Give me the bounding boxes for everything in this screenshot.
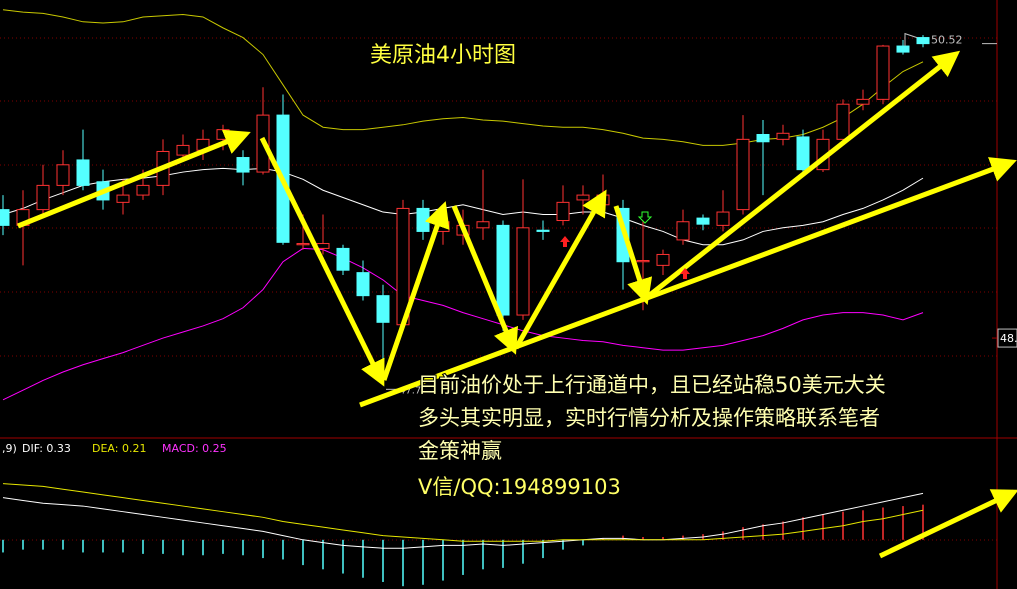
candle-body — [876, 45, 890, 100]
arrow — [513, 189, 607, 350]
arrow — [644, 50, 961, 300]
candle-body — [416, 207, 430, 232]
macd-params: ,9) — [2, 442, 17, 455]
candle-body — [136, 184, 150, 196]
candle-body — [376, 295, 390, 323]
y-tick-box — [997, 328, 1017, 348]
candle-body — [216, 129, 230, 140]
arrow — [359, 157, 1017, 408]
candle-body — [736, 138, 750, 211]
candle-body — [556, 201, 570, 222]
macd-line — [2, 492, 924, 549]
candle-body — [336, 247, 350, 271]
candle-body — [856, 98, 870, 105]
sell-signal — [637, 211, 653, 224]
candle-body — [836, 103, 850, 140]
candle-body — [796, 136, 810, 171]
candle-body — [516, 227, 530, 316]
last-price-label: 50.52 — [931, 34, 963, 47]
candle-body — [316, 243, 330, 249]
annotation-arrows — [17, 50, 1017, 559]
candle-body — [676, 221, 690, 241]
candle-body — [656, 253, 670, 266]
buy-signal — [560, 236, 570, 247]
annotation: V信/QQ:194899103 — [418, 475, 621, 499]
legend-label: MACD: 0.25 — [162, 442, 227, 455]
candle-body — [36, 184, 50, 211]
candle-body — [536, 229, 550, 232]
legend-label: DEA: 0.21 — [92, 442, 146, 455]
candle-body — [476, 221, 490, 229]
y-tick-label: 48. — [1000, 332, 1017, 345]
candle-body — [636, 260, 650, 263]
annotation: 金策神赢 — [418, 439, 502, 463]
candle-body — [696, 217, 710, 225]
legend-label: DIF: 0.33 — [22, 442, 71, 455]
arrow — [613, 205, 653, 305]
arrow — [451, 205, 518, 355]
candle-body — [176, 144, 190, 156]
arrow — [17, 129, 251, 229]
candle-body — [56, 164, 70, 186]
chart-title: 美原油4小时图 — [370, 43, 516, 68]
band-line — [2, 167, 924, 246]
annotation: 目前油价处于上行通道中，且已经站稳50美元大关 — [418, 373, 886, 397]
band-line — [2, 247, 924, 401]
candle-body — [576, 194, 590, 201]
macd-line — [2, 483, 924, 542]
candle-body — [236, 157, 250, 173]
arrow — [878, 489, 1017, 559]
candle-body — [0, 209, 10, 226]
band-line — [2, 9, 924, 146]
candle-body — [916, 37, 930, 45]
last-price-flag — [904, 32, 918, 46]
arrow — [259, 136, 385, 387]
candle-body — [496, 224, 510, 316]
candle-body — [716, 211, 730, 226]
candle-body — [116, 194, 130, 203]
candle-body — [756, 133, 770, 143]
signal-icons — [560, 211, 690, 279]
candle-body — [776, 132, 790, 140]
annotation: 多头其实明显，实时行情分析及操作策略联系笔者 — [418, 406, 880, 430]
candle-body — [896, 45, 910, 53]
candle-body — [296, 243, 310, 246]
candle-body — [356, 272, 370, 297]
low-label: 47.7 — [399, 385, 421, 396]
arrow — [381, 201, 450, 381]
candle-body — [76, 159, 90, 186]
buy-signal — [680, 268, 690, 279]
